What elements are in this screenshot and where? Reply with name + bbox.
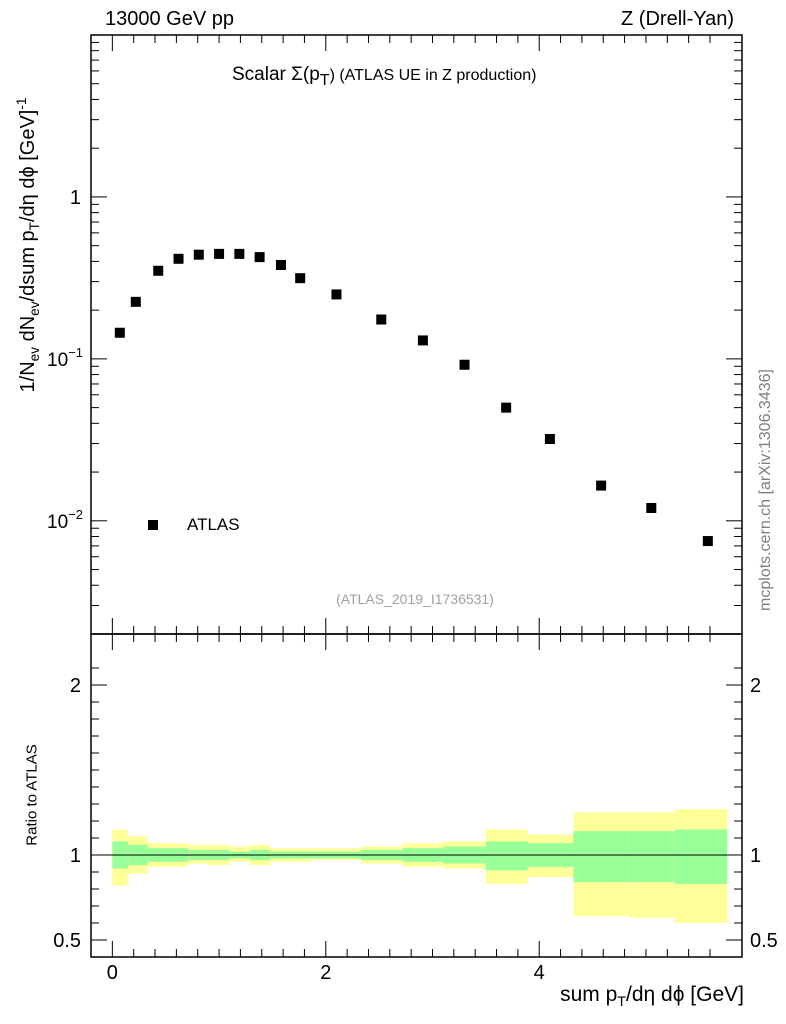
data-point-13 [459, 359, 470, 370]
chart-title: Scalar Σ(pT) (ATLAS UE in Z production) [232, 64, 536, 90]
main-ytick-base-1: 10 [47, 350, 68, 371]
ratio-ytick-label-left-1: 1 [70, 845, 81, 867]
legend-marker [148, 520, 158, 530]
y-axis-label-ratio: Ratio to ATLAS [23, 744, 41, 846]
ratio-xtick-label-1: 2 [320, 962, 331, 984]
data-point-6 [234, 248, 245, 259]
title-sub: T [319, 71, 330, 89]
main-ytick-exp-2: −2 [68, 507, 83, 522]
data-point-8 [275, 259, 286, 270]
data-point-5 [214, 248, 225, 259]
legend-label: ATLAS [187, 515, 240, 534]
reference-label: (ATLAS_2019_I1736531) [336, 591, 494, 607]
main-frame [90, 34, 743, 635]
title-suffix: ) (ATLAS UE in Z production) [329, 67, 537, 84]
ratio-inner-band-14 [485, 841, 528, 871]
main-ytick-base-2: 10 [47, 512, 68, 533]
main-ytick-label-1: 10−1 [47, 345, 83, 371]
xlabel-p1: sum p [560, 983, 618, 1006]
ratio-frame [90, 633, 743, 958]
ratio-uncertainty-bands [112, 809, 728, 923]
data-point-16 [596, 480, 607, 491]
data-point-11 [376, 314, 387, 325]
ylabel-p4: /dη dϕ [GeV] [16, 109, 39, 223]
data-point-9 [295, 273, 306, 284]
ratio-ytick-label-left-2: 2 [70, 675, 81, 697]
ylabel-p1: 1/N [16, 361, 39, 393]
data-point-10 [331, 289, 342, 300]
data-point-0 [114, 327, 125, 338]
ylabel-s1: ev [26, 346, 42, 362]
data-point-3 [173, 253, 184, 264]
data-point-15 [544, 434, 555, 445]
main-ytick-label-2: 10−2 [47, 507, 83, 533]
ylabel-s3: T [26, 222, 42, 231]
title-prefix: Scalar Σ(p [232, 64, 320, 85]
data-point-1 [130, 296, 141, 307]
atlas-data-markers [114, 248, 713, 547]
ylabel-s2: ev [26, 301, 42, 316]
data-point-14 [501, 402, 512, 413]
data-point-4 [193, 249, 204, 260]
x-axis-label: sum pT/dη dϕ [GeV] [560, 983, 744, 1010]
ratio-ytick-label-left-0: 0.5 [53, 930, 81, 952]
ratio-xtick-label-0: 0 [107, 962, 118, 984]
main-ytick-label-0: 1 [70, 187, 81, 209]
axis-tick-labels: 110−110−20.5 0.51 12 20 2 4 [47, 187, 778, 984]
ratio-inner-band-18 [674, 829, 728, 884]
side-note: mcplots.cern.ch [arXiv:1306.3436] [757, 369, 774, 611]
main-ytick-exp-1: −1 [68, 345, 83, 360]
ylabel-p2: dN [16, 315, 39, 347]
xlabel-sub: T [617, 994, 626, 1011]
data-point-12 [417, 335, 428, 346]
data-point-17 [646, 502, 657, 513]
y-axis-label-main: 1/Nev dNev/dsum pT/dη dϕ [GeV]-1 [14, 98, 42, 393]
header-left: 13000 GeV pp [105, 8, 234, 30]
ratio-ytick-label-right-1: 1 [750, 845, 761, 867]
ylabel-sup: -1 [14, 97, 30, 110]
data-point-7 [254, 252, 265, 263]
ratio-inner-band-16 [573, 831, 629, 883]
ratio-xtick-label-2: 4 [534, 962, 545, 984]
ratio-ytick-label-right-2: 2 [750, 675, 761, 697]
ratio-ytick-label-right-0: 0.5 [750, 930, 778, 952]
data-point-2 [153, 265, 164, 276]
ylabel-p3: /dsum p [16, 230, 39, 302]
plot-frames [90, 34, 743, 958]
axis-ticks [91, 34, 742, 957]
ratio-inner-band-17 [628, 831, 675, 883]
header-right: Z (Drell-Yan) [621, 8, 734, 30]
xlabel-p2: /dη dϕ [GeV] [626, 983, 744, 1006]
data-point-18 [702, 536, 713, 547]
